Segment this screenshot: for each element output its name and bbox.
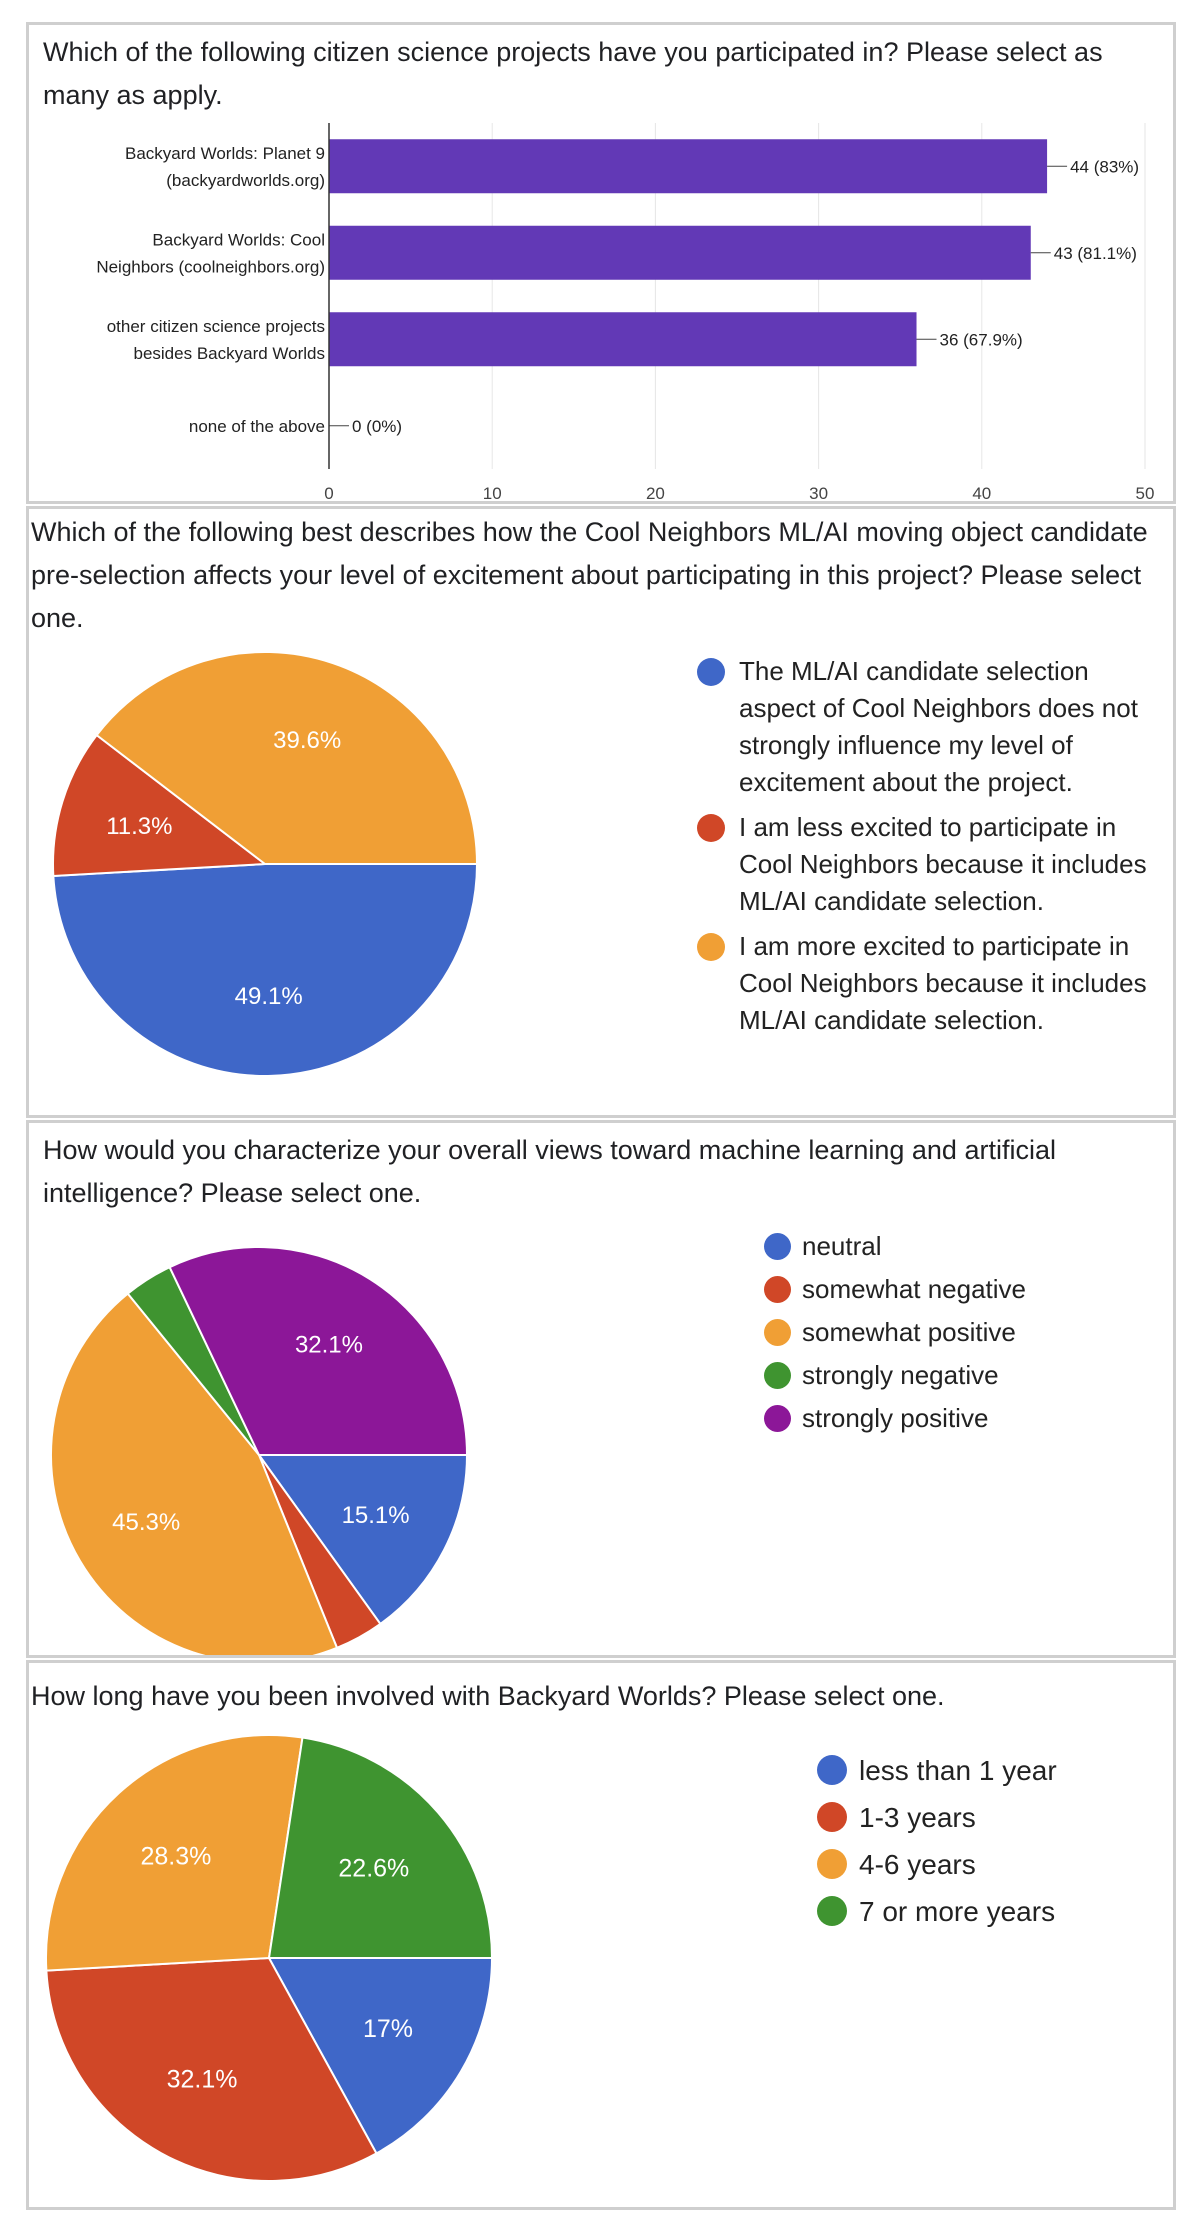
legend-item: 4-6 years [817, 1841, 1177, 1888]
legend-swatch [764, 1233, 791, 1260]
pie-slice [52, 863, 479, 1077]
bar [329, 312, 917, 367]
pie-slice [267, 1736, 494, 1959]
data-label: 0 (0%) [352, 417, 402, 436]
y-tick-label-line: Neighbors (coolneighbors.org) [96, 257, 325, 276]
slice-label: 39.6% [273, 727, 341, 754]
legend-item: The ML/AI candidate selection aspect of … [697, 653, 1157, 801]
pie-chart-involvement-title: How long have you been involved with Bac… [31, 1681, 945, 1711]
legend-label: 7 or more years [859, 1896, 1056, 1927]
pie-slice [50, 1292, 339, 1655]
legend-item: strongly negative [764, 1354, 1124, 1397]
pie-chart-views-title: How would you characterize your overall … [43, 1135, 1056, 1208]
legend-swatch [817, 1896, 847, 1926]
data-label: 36 (67.9%) [940, 330, 1023, 349]
legend-label: I am less excited to participate in Cool… [739, 812, 1147, 916]
legend-item: I am more excited to participate in Cool… [697, 928, 1157, 1039]
slice-label: 45.3% [112, 1509, 180, 1536]
legend-label: strongly positive [802, 1403, 989, 1433]
bar [329, 225, 1031, 280]
legend-item: neutral [764, 1225, 1124, 1268]
x-tick-label: 10 [483, 484, 502, 501]
legend-swatch [764, 1405, 791, 1432]
legend-item: somewhat negative [764, 1268, 1124, 1311]
slice-label: 11.3% [106, 813, 172, 840]
y-tick-label: none of the above [189, 417, 325, 436]
legend-item: somewhat positive [764, 1311, 1124, 1354]
bar-chart: 0 10 20 30 40 50 44 (83%) Backyard Worlds: Plan… [96, 123, 1155, 501]
legend-item: 1-3 years [817, 1794, 1177, 1841]
legend-swatch [764, 1276, 791, 1303]
bar-chart-title: Which of the following citizen science p… [43, 37, 1103, 110]
pie-chart-involvement-legend: less than 1 year 1-3 years 4-6 years 7 o… [817, 1747, 1177, 1935]
legend-swatch [817, 1755, 847, 1785]
legend-label: strongly negative [802, 1360, 999, 1390]
bar [329, 139, 1048, 194]
pie-chart-excitement-title: Which of the following best describes ho… [31, 517, 1148, 633]
pie-chart-views-panel: How would you characterize your overall … [26, 1120, 1176, 1658]
y-tick-label-line: none of the above [189, 417, 325, 436]
pie-slice [168, 1246, 469, 1456]
slice-label: 17% [363, 2015, 413, 2043]
pie-slice [257, 1454, 469, 1626]
pie-slice [52, 733, 268, 878]
legend-label: somewhat negative [802, 1274, 1027, 1304]
slice-label: 15.1% [342, 1502, 410, 1529]
legend-label: 4-6 years [859, 1849, 976, 1880]
legend-label: less than 1 year [859, 1755, 1057, 1786]
legend-swatch [817, 1849, 847, 1879]
x-tick-label: 0 [324, 484, 333, 501]
x-tick-label: 40 [972, 484, 991, 501]
pie-slice [267, 1957, 494, 2155]
y-tick-label-line: Backyard Worlds: Cool [152, 230, 325, 249]
slice-label: 32.1% [167, 2066, 238, 2094]
y-tick-label-line: besides Backyard Worlds [134, 344, 326, 363]
pie-chart-involvement: 17% 32.1% 28.3% 22.6% [45, 1734, 494, 2182]
legend-label: 1-3 years [859, 1802, 976, 1833]
pie-slice [95, 651, 479, 865]
legend-label: somewhat positive [802, 1317, 1016, 1347]
y-tick-label: Backyard Worlds: Planet 9 (backyardworlds… [125, 144, 325, 190]
data-label: 43 (81.1%) [1054, 244, 1137, 263]
pie-chart-involvement-panel: How long have you been involved with Bac… [26, 1660, 1176, 2210]
y-tick-label: other citizen science projects besides Ba… [107, 317, 325, 363]
pie-chart-views-legend: neutral somewhat negative somewhat posit… [764, 1225, 1124, 1440]
legend-swatch [697, 933, 725, 961]
slice-label: 22.6% [338, 1855, 409, 1883]
legend-swatch [697, 814, 725, 842]
pie-slice [45, 1734, 304, 1972]
data-label: 44 (83%) [1070, 157, 1139, 176]
legend-item: strongly positive [764, 1397, 1124, 1440]
legend-label: The ML/AI candidate selection aspect of … [739, 656, 1138, 797]
slice-label: 28.3% [141, 1842, 212, 1870]
y-tick-label-line: other citizen science projects [107, 317, 325, 336]
y-tick-label: Backyard Worlds: Cool Neighbors (coolneig… [96, 230, 325, 276]
bar-chart-panel: Which of the following citizen science p… [26, 22, 1176, 504]
y-tick-label-line: Backyard Worlds: Planet 9 [125, 144, 325, 163]
x-tick-label: 50 [1136, 484, 1155, 501]
legend-swatch [764, 1319, 791, 1346]
legend-item: I am less excited to participate in Cool… [697, 809, 1157, 920]
slice-label: 49.1% [235, 983, 303, 1010]
y-tick-label-line: (backyardworlds.org) [166, 171, 325, 190]
legend-item: 7 or more years [817, 1888, 1177, 1935]
x-tick-label: 30 [809, 484, 828, 501]
pie-chart-views: 15.1% 45.3% 32.1% [50, 1246, 469, 1655]
pie-slice [45, 1956, 378, 2182]
x-tick-label: 20 [646, 484, 665, 501]
legend-label: I am more excited to participate in Cool… [739, 931, 1147, 1035]
slice-label: 32.1% [295, 1332, 363, 1359]
legend-label: neutral [802, 1231, 882, 1261]
legend-item: less than 1 year [817, 1747, 1177, 1794]
legend-swatch [764, 1362, 791, 1389]
pie-chart-excitement-panel: Which of the following best describes ho… [26, 506, 1176, 1118]
legend-swatch [697, 658, 725, 686]
pie-chart-excitement: 49.1% 11.3% 39.6% [52, 651, 479, 1077]
pie-chart-excitement-legend: The ML/AI candidate selection aspect of … [697, 653, 1157, 1047]
legend-swatch [817, 1802, 847, 1832]
